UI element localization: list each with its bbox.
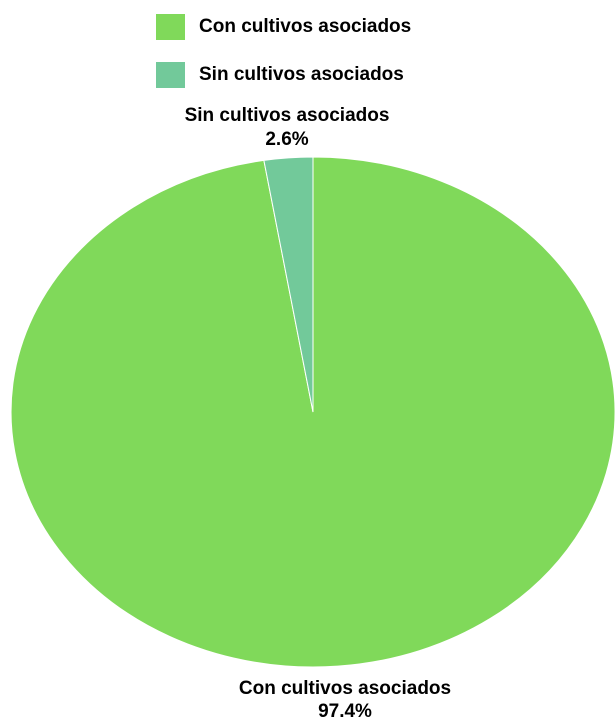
slice-percent-con-cultivos: 97.4% bbox=[318, 701, 372, 720]
legend-item-sin-cultivos: Sin cultivos asociados bbox=[156, 62, 411, 88]
legend-item-con-cultivos: Con cultivos asociados bbox=[156, 14, 411, 40]
pie-slice-sin-cultivos bbox=[263, 156, 314, 413]
slice-label-sin-cultivos: Sin cultivos asociados bbox=[185, 105, 390, 126]
slice-percent-sin-cultivos: 2.6% bbox=[265, 129, 308, 150]
chart-legend: Con cultivos asociados Sin cultivos asoc… bbox=[156, 14, 411, 110]
slice-label-con-cultivos: Con cultivos asociados bbox=[239, 678, 451, 699]
legend-label-con-cultivos: Con cultivos asociados bbox=[199, 16, 412, 37]
legend-swatch-sin-cultivos bbox=[156, 62, 185, 88]
legend-label-sin-cultivos: Sin cultivos asociados bbox=[199, 64, 404, 85]
legend-swatch-con-cultivos bbox=[156, 14, 185, 40]
